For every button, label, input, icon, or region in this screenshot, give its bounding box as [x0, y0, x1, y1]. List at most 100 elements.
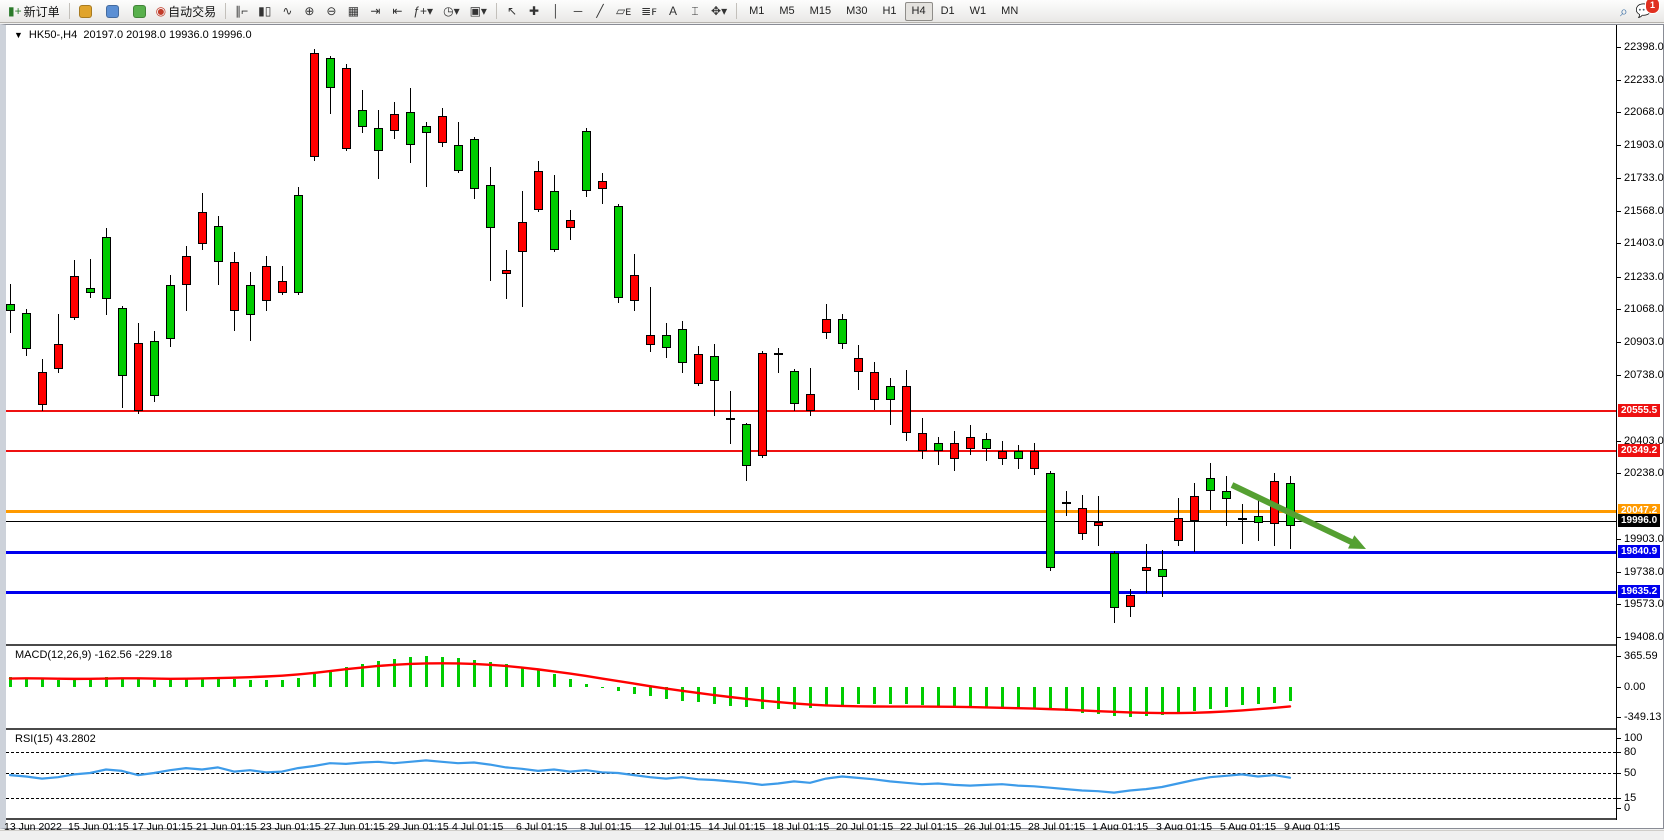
crosshair-button[interactable]: ✚ [524, 2, 544, 21]
price-axis-label: 21068.0 [1624, 303, 1664, 315]
pane-separator[interactable] [6, 644, 1616, 646]
notifications-button[interactable]: 💬 1 [1636, 0, 1660, 20]
candle-bearish [38, 371, 47, 405]
price-axis-tick [1616, 47, 1621, 48]
periods-button[interactable]: ◷▾ [439, 2, 464, 21]
candle-bullish [1206, 477, 1215, 491]
text-button[interactable]: A [663, 2, 683, 21]
price-axis-tick [1616, 112, 1621, 113]
macd-histogram-bar [665, 687, 668, 700]
macd-histogram-bar [1225, 687, 1228, 707]
trendline-button[interactable]: ╱ [590, 2, 610, 21]
support-resistance-line[interactable] [6, 510, 1616, 513]
candle-wick [58, 313, 59, 373]
signals-button[interactable] [129, 2, 150, 21]
timeframe-mn[interactable]: MN [1001, 5, 1019, 17]
timeframe-m1[interactable]: M1 [749, 5, 765, 17]
support-resistance-line[interactable] [6, 591, 1616, 594]
text-label-button[interactable]: ⌶ [685, 2, 705, 21]
indicators-button[interactable]: ƒ+▾ [409, 2, 437, 21]
horizontal-line-button[interactable]: ─ [568, 2, 588, 21]
candle-wick [1098, 496, 1099, 546]
price-axis-tick [1616, 178, 1621, 179]
trend-arrow-line[interactable] [1230, 482, 1355, 546]
channel-button[interactable]: ▱ᴇ [612, 2, 635, 21]
rsi-level-line[interactable] [6, 752, 1616, 753]
pane-separator[interactable] [6, 818, 1616, 820]
templates-button[interactable]: ▣▾ [466, 2, 491, 21]
cursor-button[interactable]: ↖ [502, 2, 522, 21]
line-chart-button[interactable]: ∿ [277, 2, 297, 21]
chart-shift-button[interactable]: ⇤ [387, 2, 407, 21]
support-resistance-line[interactable] [6, 450, 1616, 452]
timeframe-m15[interactable]: M15 [809, 5, 832, 17]
macd-histogram-bar [25, 677, 28, 687]
pane-separator[interactable] [6, 728, 1616, 730]
auto-trading-button[interactable]: ◉ 自动交易 [152, 2, 221, 21]
candle-wick [650, 287, 651, 353]
macd-histogram-bar [841, 687, 844, 706]
candle-bullish [614, 206, 623, 298]
support-resistance-line[interactable] [6, 551, 1616, 554]
timeframe-d1[interactable]: D1 [940, 5, 955, 17]
zoom-in-button[interactable]: ⊕ [299, 2, 319, 21]
signals-icon [132, 4, 146, 18]
timeframe-m5[interactable]: M5 [779, 5, 795, 17]
candle-bullish [886, 385, 895, 400]
candle-bullish [742, 423, 751, 466]
candle-wick [810, 368, 811, 416]
macd-histogram-bar [585, 683, 588, 687]
candle-bullish [838, 318, 847, 344]
candlestick-chart-button[interactable]: ▮▯ [254, 2, 275, 21]
candle-bearish [278, 281, 287, 294]
chart-overlay [8, 482, 1366, 794]
rsi-axis-tick [1616, 798, 1621, 799]
price-axis-tick [1616, 604, 1621, 605]
macd-histogram-bar [777, 687, 780, 710]
timeframe-h1[interactable]: H1 [882, 5, 897, 17]
zoom-out-icon: ⊖ [326, 4, 337, 18]
macd-histogram-bar [1033, 687, 1036, 710]
macd-histogram-bar [905, 687, 908, 705]
toolbar-separator [495, 3, 497, 19]
macd-histogram-bar [857, 687, 860, 705]
candle-bearish [310, 52, 319, 158]
price-level-badge: 20047.2 [1618, 504, 1661, 517]
market-watch-button[interactable] [75, 2, 96, 21]
rsi-axis-label: 0 [1624, 802, 1631, 814]
candle-bearish [182, 255, 191, 286]
candle-bearish [950, 443, 959, 459]
tile-windows-button[interactable]: ▦ [343, 2, 363, 21]
timeframe-m30[interactable]: M30 [846, 5, 868, 17]
macd-histogram-bar [105, 677, 108, 687]
search-icon[interactable]: ⌕ [1619, 3, 1628, 19]
rsi-level-line[interactable] [6, 797, 1616, 799]
macd-histogram-bar [953, 687, 956, 707]
candle-bearish [822, 318, 831, 333]
macd-histogram-bar [697, 687, 700, 703]
vertical-line-button[interactable]: │ [546, 2, 566, 21]
data-window-button[interactable] [102, 2, 123, 21]
support-resistance-line[interactable] [6, 521, 1616, 522]
trend-arrow-head[interactable] [1348, 535, 1366, 549]
zoom-out-button[interactable]: ⊖ [321, 2, 341, 21]
candle-bullish [166, 285, 175, 339]
new-order-button[interactable]: ▮+ 新订单 [4, 2, 64, 21]
fibonacci-button[interactable]: ≣ꜰ [637, 2, 661, 21]
price-axis-tick [1616, 80, 1621, 81]
chart-plot-area[interactable]: ▼ HK50-,H4 20197.0 20198.0 19936.0 19996.… [4, 25, 1664, 833]
price-axis-label: 22398.0 [1624, 41, 1664, 53]
timeframe-w1[interactable]: W1 [969, 5, 987, 17]
arrows-button[interactable]: ✥▾ [707, 2, 731, 21]
rsi-axis-tick [1616, 808, 1621, 809]
auto-scroll-button[interactable]: ⇥ [365, 2, 385, 21]
price-axis-tick [1616, 211, 1621, 212]
rsi-axis-label: 50 [1624, 767, 1637, 779]
candle-bullish [406, 111, 415, 146]
macd-histogram-bar [361, 663, 364, 687]
timeframe-h4[interactable]: H4 [904, 1, 933, 21]
price-axis-tick [1616, 309, 1621, 310]
bar-chart-button[interactable]: ∥⌐ [231, 2, 252, 21]
rsi-level-line[interactable] [6, 773, 1616, 774]
macd-histogram-bar [297, 677, 300, 687]
